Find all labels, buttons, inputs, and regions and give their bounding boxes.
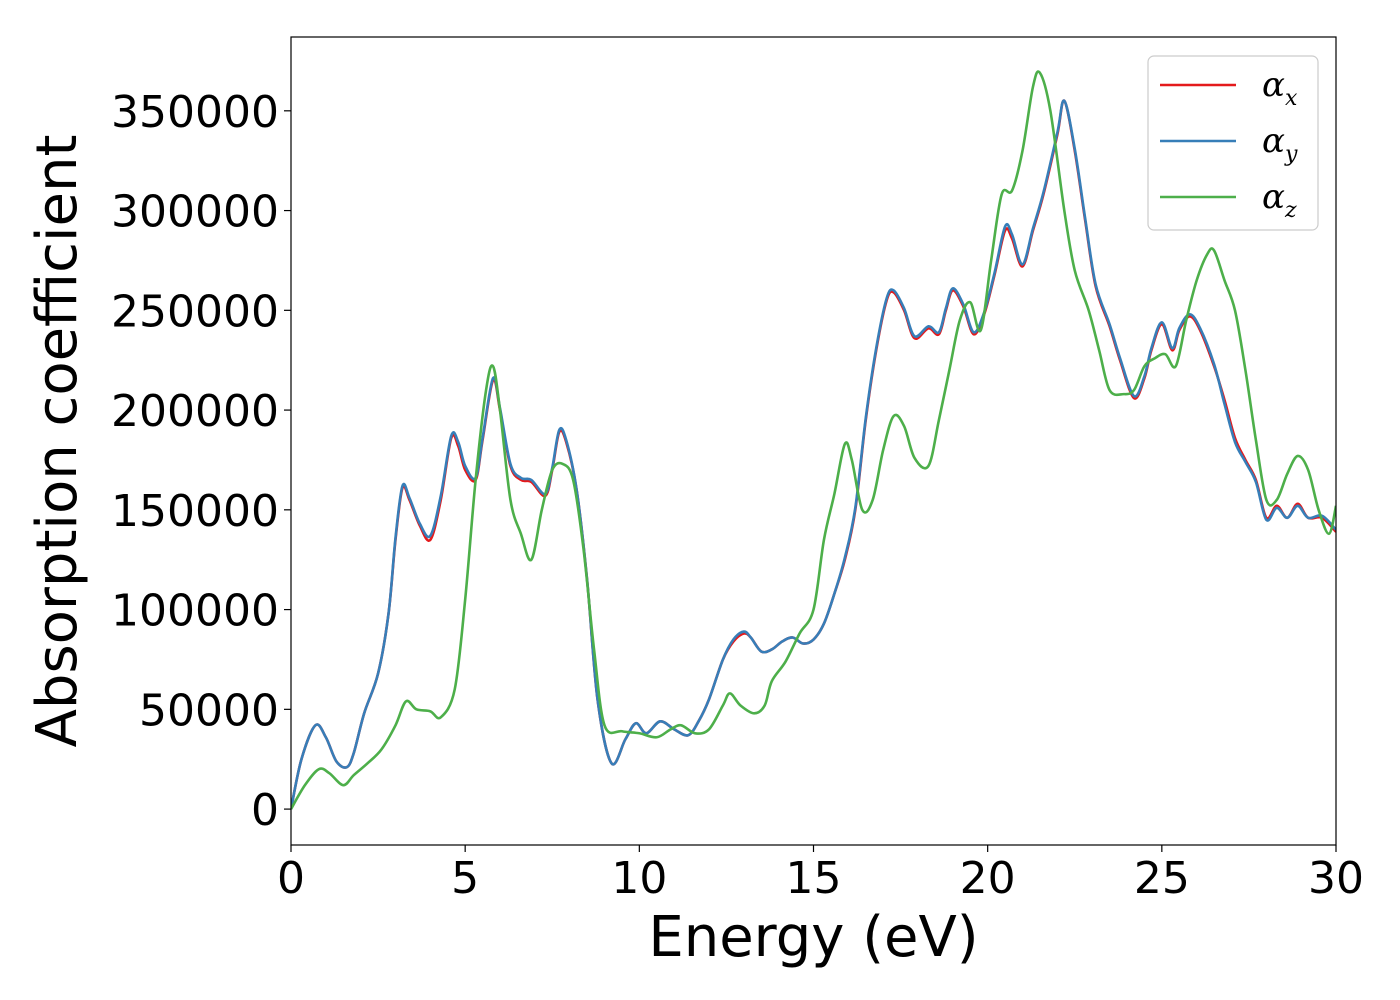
y-tick-label: 200000 (111, 386, 279, 437)
series-line-z (291, 70, 1336, 810)
x-tick-label: 25 (1134, 853, 1190, 904)
x-tick-label: 5 (451, 853, 479, 904)
series-line-y (291, 99, 1336, 810)
y-axis-title: Absorption coefficient (25, 135, 90, 748)
legend-label-y: αy (1262, 121, 1298, 167)
y-tick-label: 300000 (111, 187, 279, 238)
y-axis-ticks: 0 50000 100000 150000 200000 250000 300000 3500… (111, 87, 291, 836)
series-lines (291, 70, 1336, 810)
x-tick-label: 15 (786, 853, 842, 904)
legend: αx αy αz (1147, 55, 1319, 231)
x-axis-title: Energy (eV) (648, 905, 978, 970)
x-tick-label: 10 (611, 853, 667, 904)
legend-box (1147, 55, 1319, 231)
y-tick-label: 350000 (111, 87, 279, 138)
x-tick-label: 20 (960, 853, 1016, 904)
y-tick-label: 250000 (111, 286, 279, 337)
legend-label-z: αz (1262, 177, 1297, 223)
x-axis-ticks: 0 5 10 15 20 25 30 (277, 845, 1364, 904)
x-tick-label: 0 (277, 853, 305, 904)
legend-label-x: αx (1262, 65, 1298, 111)
y-tick-label: 150000 (111, 486, 279, 537)
x-tick-label: 30 (1308, 853, 1364, 904)
y-tick-label: 100000 (111, 586, 279, 637)
y-tick-label: 50000 (139, 685, 279, 736)
y-tick-label: 0 (251, 785, 279, 836)
